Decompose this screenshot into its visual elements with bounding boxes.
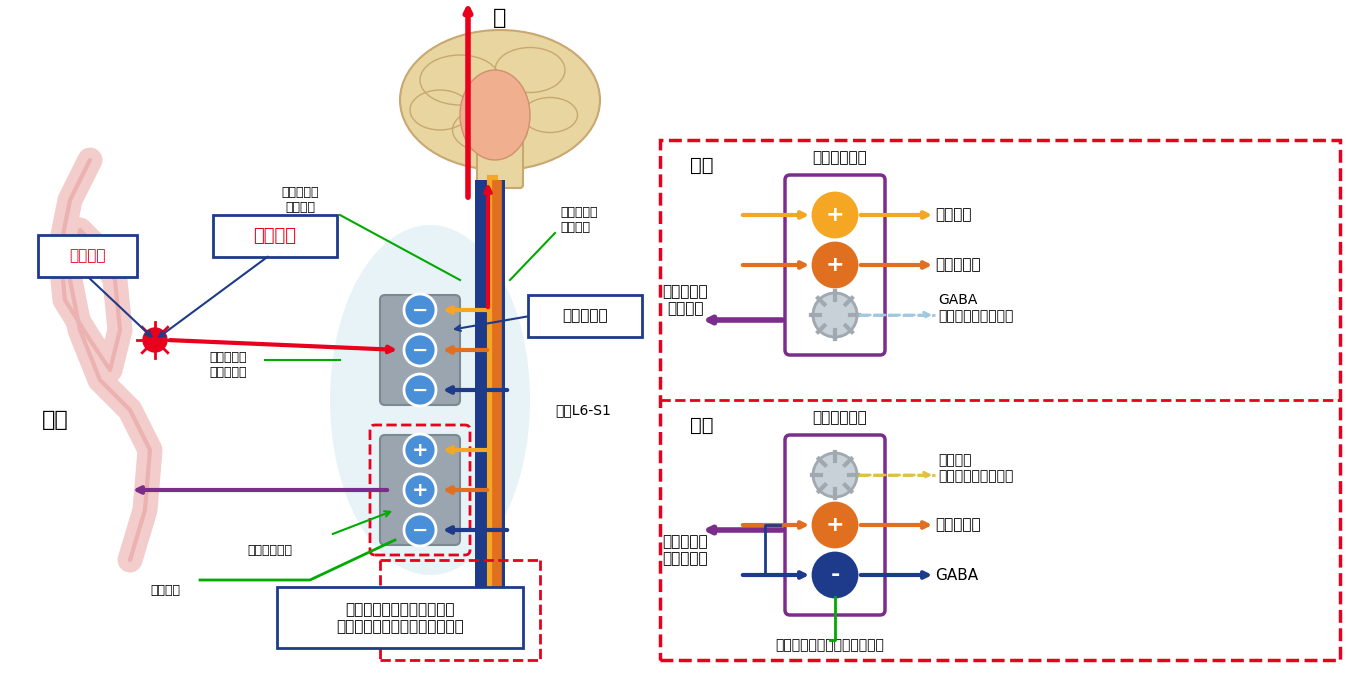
Circle shape [404, 514, 435, 546]
Circle shape [813, 503, 857, 547]
Text: 骨盤神経: 骨盤神経 [150, 584, 181, 597]
Circle shape [813, 293, 857, 337]
Text: 大腸運動を
促進する: 大腸運動を 促進する [662, 284, 708, 316]
Circle shape [404, 294, 435, 326]
FancyBboxPatch shape [276, 587, 523, 648]
Ellipse shape [400, 30, 600, 170]
Text: 下行性疼痛
抑制経路: 下行性疼痛 抑制経路 [559, 206, 597, 234]
Text: 痛み刺激: 痛み刺激 [253, 227, 297, 245]
FancyBboxPatch shape [785, 175, 886, 355]
FancyBboxPatch shape [38, 235, 137, 277]
Text: +: + [826, 255, 844, 275]
Text: 一次求心性
ニューロン: 一次求心性 ニューロン [209, 351, 247, 379]
Text: 効果を打ち消すと考えられる: 効果を打ち消すと考えられる [775, 638, 884, 652]
Text: 脊髄排便中枢: 脊髄排便中枢 [813, 151, 867, 165]
Text: +: + [411, 440, 429, 459]
Text: 痛みを緩和: 痛みを緩和 [562, 309, 608, 323]
Text: −: − [411, 380, 429, 399]
Ellipse shape [330, 225, 530, 575]
Text: 大腸運動を
促進しない: 大腸運動を 促進しない [662, 534, 708, 566]
Text: −: − [411, 301, 429, 320]
Circle shape [404, 474, 435, 506]
Text: +: + [826, 515, 844, 535]
Text: セロトニン: セロトニン [936, 258, 980, 272]
Text: 大腸: 大腸 [42, 410, 69, 430]
Circle shape [813, 293, 857, 337]
Text: ドパミン: ドパミン [936, 207, 972, 223]
Circle shape [404, 334, 435, 366]
Text: 脳: 脳 [493, 8, 507, 28]
Circle shape [813, 193, 857, 237]
Text: −: − [411, 521, 429, 540]
Text: −: − [411, 341, 429, 359]
Text: GABA: GABA [936, 567, 979, 583]
Bar [474, 180, 506, 620]
FancyBboxPatch shape [380, 295, 460, 405]
FancyBboxPatch shape [213, 215, 337, 257]
Circle shape [404, 434, 435, 466]
Text: +: + [411, 480, 429, 500]
FancyBboxPatch shape [528, 295, 642, 337]
FancyBboxPatch shape [477, 112, 523, 188]
Text: オスは大腸運動を促進する
メスは大腸の運動を促進しない: オスは大腸運動を促進する メスは大腸の運動を促進しない [336, 602, 464, 634]
Circle shape [813, 453, 857, 497]
Circle shape [404, 374, 435, 406]
Text: メス: メス [690, 415, 713, 434]
Text: オス: オス [690, 156, 713, 174]
Text: +: + [826, 205, 844, 225]
Bar [661, 140, 1340, 660]
FancyBboxPatch shape [380, 435, 460, 545]
Text: セロトニン: セロトニン [936, 517, 980, 533]
FancyBboxPatch shape [785, 435, 886, 615]
Text: 脊髄排便中枢: 脊髄排便中枢 [248, 544, 293, 556]
Circle shape [143, 328, 167, 352]
Text: 上行性侵害
受容経路: 上行性侵害 受容経路 [282, 186, 318, 214]
Circle shape [813, 243, 857, 287]
Text: GABA
（活性化されない）: GABA （活性化されない） [938, 293, 1014, 323]
Circle shape [813, 553, 857, 597]
Text: -: - [830, 565, 840, 585]
Ellipse shape [460, 70, 530, 160]
Text: ドパミン
（活性化されない）: ドパミン （活性化されない） [938, 453, 1014, 483]
Text: 脊髄L6-S1: 脊髄L6-S1 [555, 403, 611, 417]
Text: 脊髄排便中枢: 脊髄排便中枢 [813, 410, 867, 426]
Text: 痛み刺激: 痛み刺激 [69, 248, 105, 264]
